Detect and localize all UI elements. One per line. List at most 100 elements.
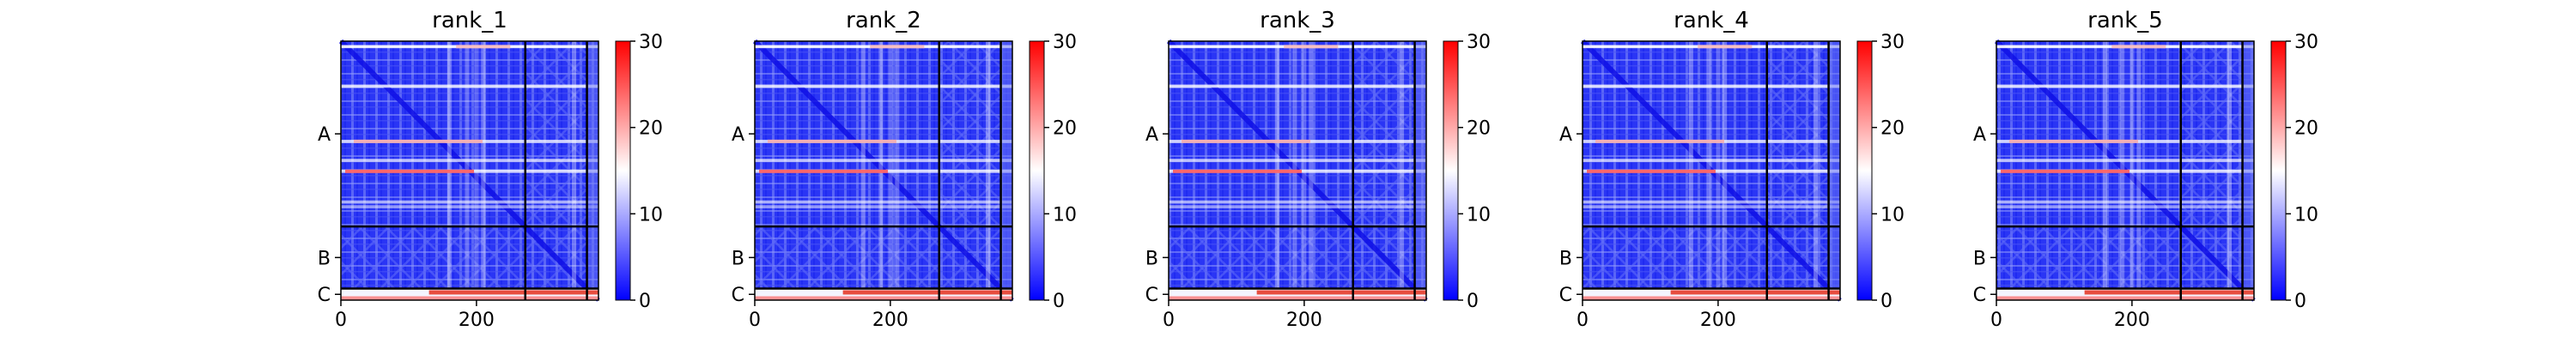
colorbar	[1856, 40, 1873, 301]
chain-label: C	[318, 285, 331, 306]
colorbar-tick-label: 0	[1053, 291, 1065, 312]
high-error-column	[895, 41, 900, 300]
high-error-column	[1722, 41, 1728, 300]
colorbar-tick-label: 30	[1880, 32, 1905, 53]
high-error-streak	[2111, 45, 2166, 49]
high-error-streak	[1587, 169, 1716, 173]
x-tick-label: 0	[749, 310, 761, 331]
colorbar-tick-label: 0	[2294, 291, 2306, 312]
chain-label: C	[1145, 285, 1158, 306]
chain-c-error	[1583, 296, 1840, 300]
high-error-streak	[1595, 139, 1724, 143]
high-error-column	[888, 41, 893, 300]
interchain-block-ab	[1996, 226, 2181, 289]
chain-label: B	[318, 248, 331, 269]
interchain-block-ba	[1352, 41, 1415, 289]
high-error-column	[1814, 41, 1819, 300]
chain-label: A	[1559, 124, 1572, 146]
chain-c-cols	[1000, 41, 1012, 289]
x-tick-label: 200	[1286, 310, 1322, 331]
colorbar	[2270, 40, 2287, 301]
interchain-block-ab	[341, 226, 526, 289]
diagonal-band	[338, 39, 589, 291]
high-error-streak	[759, 169, 888, 173]
chain-c-cols	[2242, 41, 2254, 289]
heatmap-frame	[754, 40, 1013, 301]
high-error-column	[1400, 41, 1405, 300]
high-error-streak	[1996, 200, 2254, 204]
high-error-streak	[345, 169, 474, 173]
high-error-streak	[2001, 169, 2129, 173]
chain-label: A	[318, 124, 331, 146]
high-error-streak	[341, 200, 598, 204]
chain-label: B	[1973, 248, 1986, 269]
interchain-block-ba	[2180, 41, 2243, 289]
high-error-streak	[1583, 200, 1840, 204]
high-error-column	[1302, 41, 1307, 300]
high-error-streak	[755, 200, 1012, 204]
high-error-column	[986, 41, 991, 300]
heatmap-frame	[1582, 40, 1841, 301]
colorbar	[1443, 40, 1459, 301]
colorbar-tick-label: 0	[639, 291, 651, 312]
colorbar-tick-label: 20	[2294, 118, 2318, 140]
x-tick-label: 0	[1163, 310, 1175, 331]
high-error-streak	[1996, 205, 2254, 208]
panel-title: rank_4	[1674, 8, 1749, 33]
high-error-streak	[755, 205, 1012, 208]
high-error-streak	[1583, 84, 1840, 88]
high-error-streak	[1169, 159, 1426, 162]
chain-label: A	[732, 124, 744, 146]
high-error-streak	[1169, 200, 1426, 204]
x-tick-label: 200	[2114, 310, 2150, 331]
x-tick-label: 0	[335, 310, 347, 331]
chain-c-error	[1256, 290, 1426, 295]
panel-title: rank_2	[846, 8, 921, 33]
chain-label: C	[732, 285, 744, 306]
x-tick-label: 0	[1990, 310, 2002, 331]
panel-title: rank_1	[432, 8, 507, 33]
high-error-streak	[341, 159, 598, 162]
colorbar-tick-label: 30	[639, 32, 663, 53]
interchain-block-ab	[1169, 226, 1353, 289]
high-error-column	[474, 41, 479, 300]
diagonal-band	[1580, 39, 1831, 291]
chain-label: A	[1973, 124, 1986, 146]
x-tick-label: 0	[1577, 310, 1589, 331]
colorbar-tick-label: 10	[639, 204, 663, 226]
colorbar	[1029, 40, 1045, 301]
chain-c-error	[1169, 296, 1426, 300]
high-error-column	[1716, 41, 1721, 300]
diagonal-band	[1994, 39, 2245, 291]
chain-label: B	[1559, 248, 1572, 269]
chain-c-error	[842, 290, 1012, 295]
chain-c-cols	[1414, 41, 1426, 289]
chain-label: C	[1559, 285, 1572, 306]
colorbar	[615, 40, 631, 301]
high-error-streak	[1182, 139, 1310, 143]
chain-c-error	[1670, 290, 1840, 295]
chain-c-cols	[586, 41, 598, 289]
colorbar-tick-label: 0	[1880, 291, 1893, 312]
high-error-column	[2129, 41, 2135, 300]
high-error-streak	[1996, 159, 2254, 162]
chain-c-error	[341, 296, 598, 300]
high-error-streak	[755, 159, 1012, 162]
high-error-column	[2136, 41, 2142, 300]
chain-label: C	[1973, 285, 1986, 306]
colorbar-tick-label: 20	[1880, 118, 1905, 140]
colorbar-tick-label: 10	[2294, 204, 2318, 226]
high-error-column	[572, 41, 577, 300]
colorbar-tick-label: 20	[1467, 118, 1491, 140]
chain-c-error	[755, 296, 1012, 300]
colorbar-tick-label: 10	[1053, 204, 1077, 226]
high-error-column	[481, 41, 486, 300]
high-error-column	[2227, 41, 2233, 300]
chain-c-cols	[1828, 41, 1840, 289]
x-tick-label: 200	[872, 310, 908, 331]
chain-label: A	[1145, 124, 1158, 146]
colorbar-tick-label: 0	[1467, 291, 1479, 312]
high-error-streak	[1583, 159, 1840, 162]
